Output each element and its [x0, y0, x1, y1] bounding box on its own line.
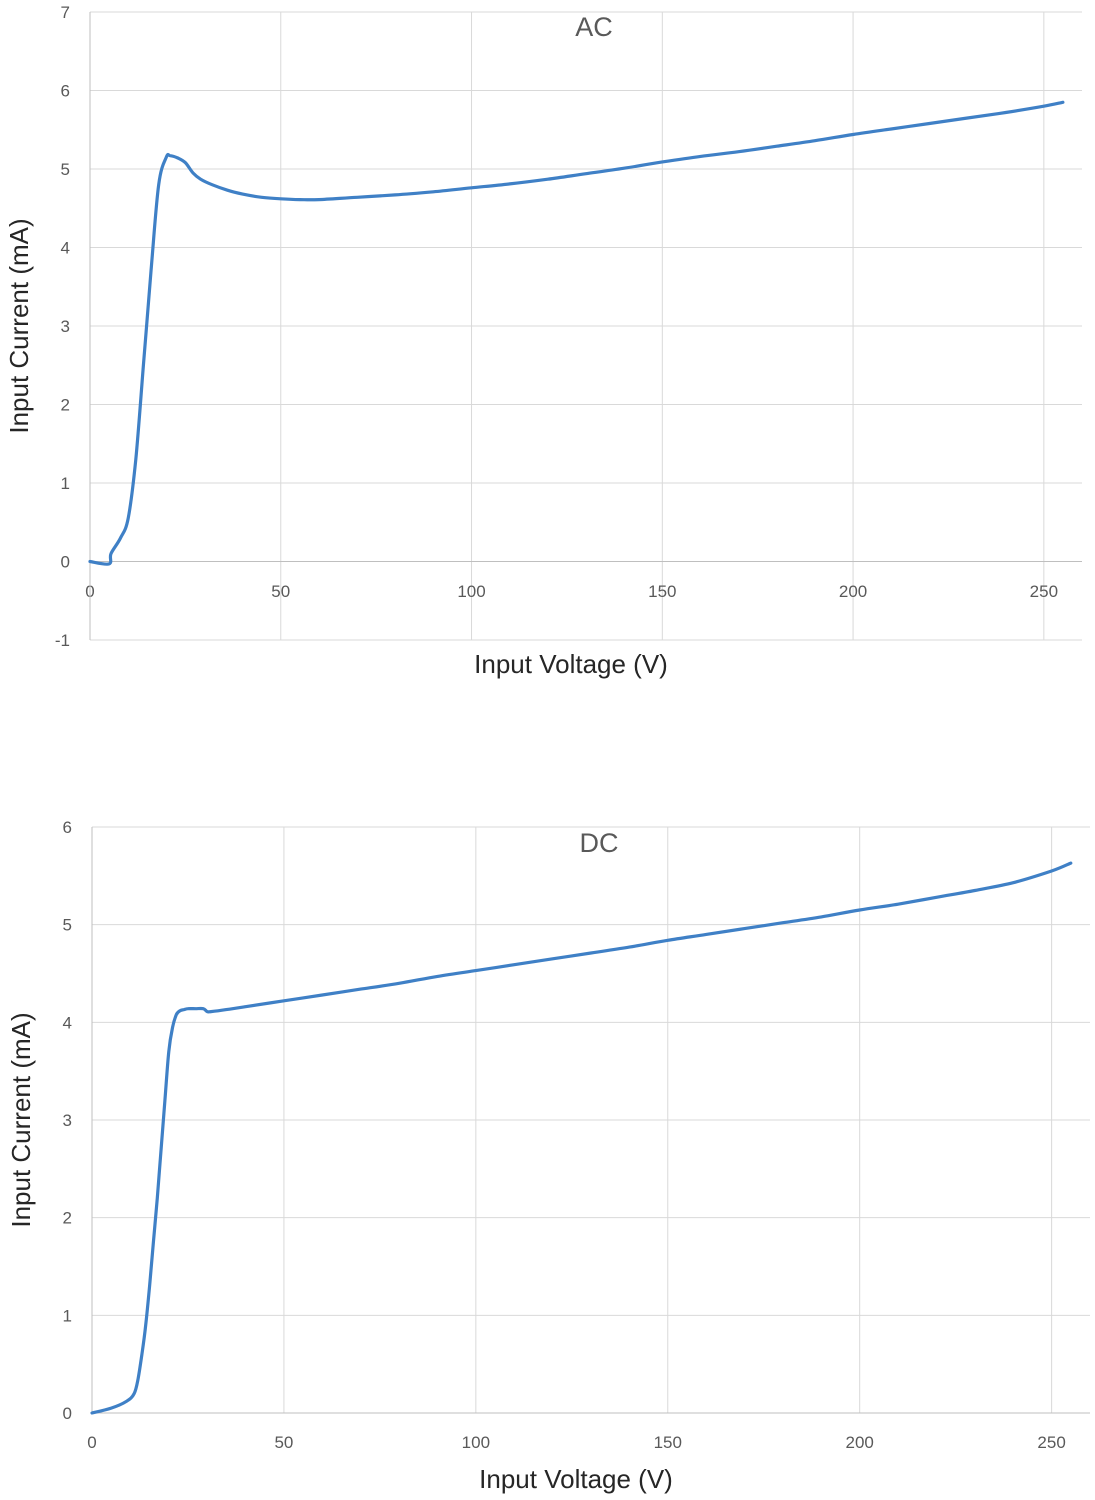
chart-1: 0 1 2 3 4 5 6 0 50 100 150 200 250 DC Input Voltage (V…	[6, 818, 1090, 1494]
y-tick-label: 6	[61, 82, 70, 101]
y-axis-title: Input Current (mA)	[6, 1012, 36, 1227]
y-tick-label: 4	[63, 1013, 72, 1032]
y-tick-label: 1	[63, 1306, 72, 1325]
y-tick-label: 4	[61, 239, 70, 258]
x-tick-label: 250	[1037, 1433, 1065, 1452]
chart-title: DC	[580, 828, 619, 858]
y-tick-label: 2	[61, 396, 70, 415]
y-tick-label: -1	[55, 631, 70, 650]
x-axis-title: Input Voltage (V)	[474, 649, 668, 679]
x-tick-label: 100	[457, 582, 485, 601]
x-axis-title: Input Voltage (V)	[479, 1464, 673, 1494]
series-line-0-0	[88, 100, 1065, 566]
chart-title: AC	[575, 12, 613, 42]
y-tick-label: 2	[63, 1209, 72, 1228]
x-tick-label: 200	[839, 582, 867, 601]
series-line-1-0	[90, 861, 1073, 1415]
x-tick-label: 200	[846, 1433, 874, 1452]
x-tick-label: 50	[271, 582, 290, 601]
x-tick-label: 50	[274, 1433, 293, 1452]
x-tick-label: 100	[462, 1433, 490, 1452]
y-tick-label: 3	[63, 1111, 72, 1130]
x-tick-label: 0	[87, 1433, 96, 1452]
y-tick-label: 0	[63, 1404, 72, 1423]
y-tick-label: 7	[61, 3, 70, 22]
y-tick-label: 6	[63, 818, 72, 837]
x-tick-label: 250	[1030, 582, 1058, 601]
y-axis-title: Input Current (mA)	[4, 218, 34, 433]
y-tick-label: 5	[61, 160, 70, 179]
y-tick-label: 0	[61, 553, 70, 572]
y-tick-label: 3	[61, 317, 70, 336]
x-tick-label: 150	[648, 582, 676, 601]
x-tick-label: 150	[654, 1433, 682, 1452]
y-tick-label: 1	[61, 474, 70, 493]
y-tick-label: 5	[63, 916, 72, 935]
